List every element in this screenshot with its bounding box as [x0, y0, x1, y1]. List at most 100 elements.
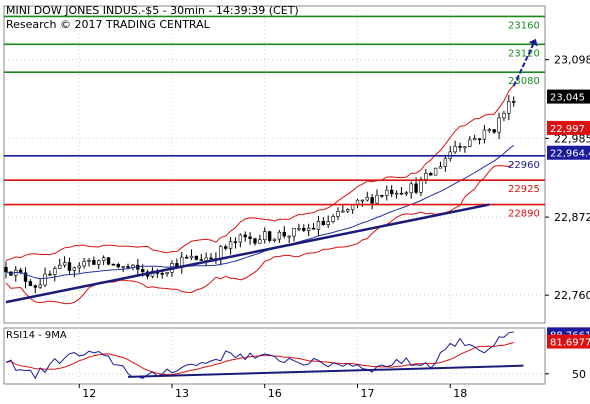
candle-body [126, 266, 130, 268]
candle-body [404, 192, 409, 195]
support-trendline [5, 203, 490, 304]
candle-body [204, 257, 208, 261]
candle-body [121, 266, 125, 268]
price-tag-label: 23,045 [550, 93, 585, 104]
candle-body [472, 138, 477, 141]
candle-body [399, 192, 404, 195]
level-label: 22890 [508, 209, 540, 220]
candle-body [389, 189, 394, 195]
price-panel-frame [3, 5, 546, 324]
candle-body [512, 101, 516, 103]
candle-body [326, 221, 330, 225]
candle-body [507, 101, 511, 114]
candle-body [87, 260, 91, 262]
rsi-trendline [128, 364, 524, 378]
date-label: 12 [82, 387, 96, 400]
candle-body [101, 257, 106, 262]
candle-body [487, 129, 491, 131]
candle-body [282, 231, 286, 237]
candle-body [331, 216, 335, 222]
candle-body [419, 179, 423, 193]
candle-body [106, 257, 111, 265]
price-tick-label: 23,098 [554, 54, 590, 67]
rsi-panel-frame [3, 327, 546, 385]
price-tick-label: 22,760 [554, 289, 590, 302]
candle-body [336, 211, 340, 217]
price-tick-label: 22,872 [554, 211, 590, 224]
candle-body [321, 221, 326, 225]
candle-body [394, 192, 399, 195]
candle-body [253, 238, 257, 244]
candle-body [82, 261, 86, 267]
candle-body [140, 268, 145, 273]
candle-body [62, 262, 67, 266]
candle-body [438, 166, 443, 169]
moving-average [5, 144, 515, 280]
candle-body [414, 183, 418, 193]
candle-body [38, 284, 42, 288]
date-label: 18 [453, 387, 467, 400]
rsi-label: RSI14 - 9MA [6, 330, 67, 341]
candle-body [380, 194, 384, 197]
candle-body [23, 272, 28, 282]
candle-body [302, 227, 306, 231]
candle-body [97, 260, 101, 265]
candle-body [243, 234, 247, 238]
candle-body [189, 255, 194, 259]
candle-body [409, 183, 413, 194]
candle-body [248, 236, 252, 240]
candle-body [292, 227, 296, 237]
candle-body [263, 231, 267, 241]
candle-body [277, 231, 282, 240]
candle-body [28, 281, 33, 286]
price-tag-box [547, 145, 590, 160]
candle-body [48, 273, 52, 276]
candle-body [199, 259, 203, 261]
candle-body [429, 173, 433, 176]
candle-body [267, 231, 272, 241]
candle-body [306, 227, 311, 231]
candle-body [111, 263, 116, 266]
level-label: 23160 [508, 20, 540, 31]
candle-body [194, 255, 199, 260]
rsi-value-tag-box [547, 334, 590, 349]
candle-body [77, 265, 81, 269]
candle-body [477, 138, 482, 141]
candle-body [385, 189, 389, 196]
candle-body [92, 260, 96, 265]
candle-body [184, 256, 189, 259]
candle-body [433, 167, 438, 176]
candle-body [223, 246, 228, 249]
price-tick-label: 22,985 [554, 132, 590, 145]
candle-body [350, 204, 355, 210]
candle-body [375, 194, 379, 204]
candle-body [346, 209, 350, 212]
date-label: 13 [175, 387, 189, 400]
chart-copyright: Research © 2017 TRADING CENTRAL [6, 18, 211, 31]
candle-body [463, 146, 467, 149]
rsi-tick-label: 50 [572, 368, 586, 381]
candle-body [33, 285, 37, 288]
candle-body [272, 238, 277, 241]
candle-body [72, 267, 77, 271]
candle-body [365, 197, 369, 201]
chart-title: MINI DOW JONES INDUS.-$5 - 30min - 14:39… [6, 4, 299, 17]
candle-body [287, 235, 291, 238]
level-label: 23080 [508, 76, 540, 87]
candle-body [258, 239, 262, 244]
candle-body [238, 234, 243, 243]
bollinger-upper [5, 84, 515, 262]
candle-body [228, 241, 233, 249]
candle-body [209, 257, 213, 260]
level-label: 22960 [508, 160, 540, 171]
candle-body [165, 272, 169, 274]
candle-body [160, 273, 164, 275]
candle-body [311, 227, 316, 230]
candle-body [341, 210, 345, 213]
price-tag-label: 22,964.4 [550, 149, 590, 160]
date-label: 16 [268, 387, 282, 400]
price-tag-box [547, 89, 590, 104]
candle-body [316, 221, 321, 230]
